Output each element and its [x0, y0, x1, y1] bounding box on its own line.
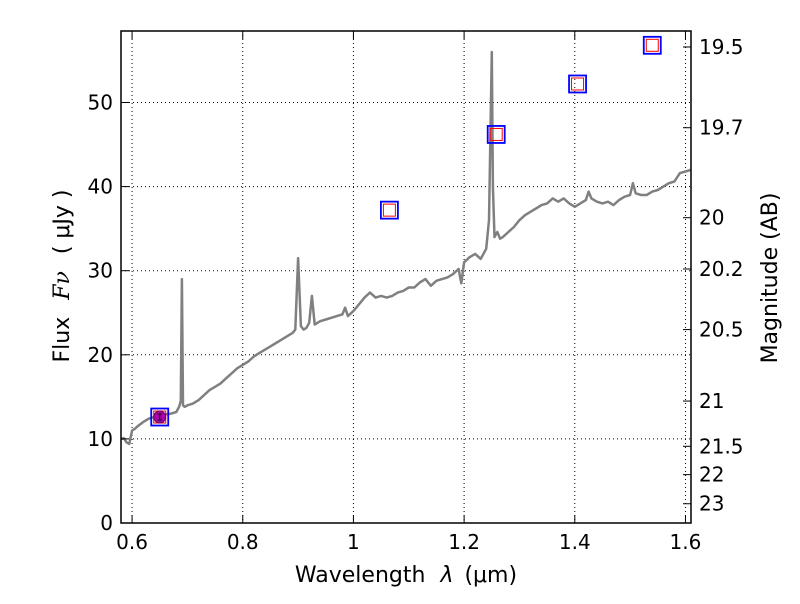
y2-tick-label: 20.5	[699, 318, 744, 342]
y2-tick-label: 21.5	[699, 434, 744, 458]
y-tick-label: 10	[88, 427, 113, 451]
x-axis-title: Wavelength λ (μm)	[295, 563, 517, 588]
photometry-square-outer	[568, 74, 587, 94]
photometry-square-outer	[486, 125, 506, 144]
y-axis-ticks: 0 10 20 30 40 50	[88, 90, 129, 535]
x-tick-label: 1.4	[559, 530, 591, 554]
y2-tick-label: 19.5	[699, 35, 744, 59]
y2-axis-ticks: 19.5 19.7 20 20.2 20.5 21 21.5 22 23	[683, 35, 744, 516]
photometry-square-inner	[571, 77, 585, 91]
photometry-point	[568, 74, 587, 94]
y2-tick-label: 20.2	[699, 257, 744, 281]
photometry-square-outer	[150, 407, 170, 427]
x-tick-label: 0.6	[116, 530, 148, 554]
x-axis-label: Wavelength	[295, 563, 426, 588]
spectrum-layer	[120, 50, 692, 446]
spectrum-line	[120, 50, 692, 446]
photometry-square-outer	[642, 35, 662, 55]
x-tick-label: 1	[347, 530, 360, 554]
x-axis-unit: (μm)	[464, 563, 517, 588]
plot-frame	[120, 30, 692, 524]
y-tick-label: 0	[100, 511, 113, 535]
x-tick-label: 1.2	[448, 530, 480, 554]
photometry-point	[379, 200, 399, 220]
photometry-square-inner	[489, 127, 503, 141]
x-tick-label: 1.6	[670, 530, 702, 554]
x-axis-symbol: λ	[439, 563, 453, 588]
y-tick-label: 50	[88, 90, 113, 114]
y-tick-label: 40	[88, 175, 113, 199]
y-axis-title: Flux Fν ( μJy )	[50, 189, 75, 362]
y-axis-label: Flux	[50, 317, 75, 363]
photometry-point	[642, 35, 662, 55]
y2-tick-label: 20	[699, 206, 724, 230]
x-axis-ticks: 0.6 0.8 1 1.2 1.4 1.6	[116, 31, 701, 554]
y2-tick-label: 22	[699, 463, 724, 487]
x-tick-label: 0.8	[227, 530, 259, 554]
y2-axis-title: Magnitude (AB)	[758, 193, 783, 364]
photometry-square-outer	[379, 200, 399, 220]
y-axis-unit: ( μJy )	[50, 189, 75, 254]
photometry-square-inner	[382, 203, 396, 217]
photometry-square-inner	[645, 38, 659, 52]
y-tick-label: 20	[88, 343, 113, 367]
y2-tick-label: 23	[699, 492, 724, 516]
markers-layer	[150, 35, 662, 427]
y-tick-label: 30	[88, 259, 113, 283]
y2-tick-label: 21	[699, 389, 724, 413]
y-axis-symbol: Fν	[50, 271, 75, 301]
photometry-point	[486, 125, 506, 144]
synthetic-point	[153, 410, 167, 424]
y2-tick-label: 19.7	[699, 116, 744, 140]
